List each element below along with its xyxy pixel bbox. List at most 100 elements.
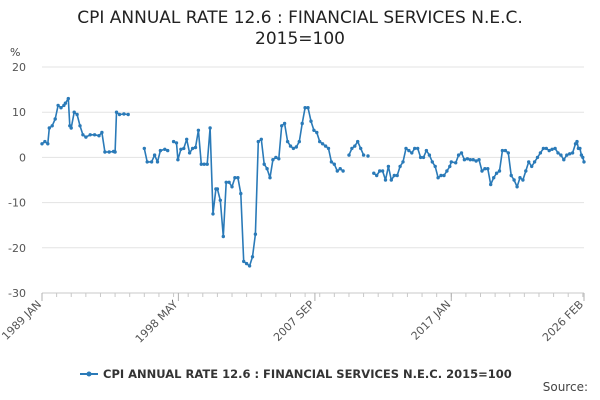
y-tick-label: -20 bbox=[8, 242, 26, 255]
data-point bbox=[477, 158, 481, 162]
data-point bbox=[465, 157, 470, 161]
data-point bbox=[247, 264, 252, 268]
data-point bbox=[445, 169, 449, 173]
data-point bbox=[454, 161, 458, 165]
data-point bbox=[568, 152, 572, 156]
data-point bbox=[277, 157, 281, 161]
data-point bbox=[288, 144, 293, 148]
data-point bbox=[383, 178, 388, 182]
data-point bbox=[155, 160, 160, 164]
data-point bbox=[126, 112, 130, 117]
data-point bbox=[329, 160, 334, 164]
data-point bbox=[578, 146, 582, 151]
data-point bbox=[556, 151, 560, 155]
data-point bbox=[193, 145, 198, 150]
data-point bbox=[416, 146, 420, 151]
data-point bbox=[430, 160, 434, 164]
data-point bbox=[375, 173, 379, 178]
data-point bbox=[224, 180, 228, 184]
data-point bbox=[215, 187, 220, 191]
x-axis: 1989 JAN 1998 MAY 2007 SEP 2017 JAN 2026 FEB bbox=[0, 292, 586, 346]
data-point bbox=[294, 145, 298, 149]
x-tick-label: 1989 JAN bbox=[0, 298, 44, 343]
data-point bbox=[398, 164, 402, 169]
data-point bbox=[480, 169, 484, 173]
data-point bbox=[532, 160, 537, 164]
data-point bbox=[250, 255, 255, 259]
data-point bbox=[56, 103, 60, 108]
data-point bbox=[341, 169, 345, 173]
data-point bbox=[326, 146, 331, 151]
data-point bbox=[81, 133, 85, 137]
data-point bbox=[404, 146, 408, 151]
data-point bbox=[427, 153, 432, 157]
data-point bbox=[332, 162, 336, 166]
data-point bbox=[366, 154, 370, 158]
y-tick-label: -30 bbox=[8, 287, 26, 300]
data-point bbox=[233, 176, 237, 180]
data-point bbox=[439, 173, 443, 178]
data-point bbox=[553, 146, 557, 151]
data-point bbox=[492, 176, 496, 180]
data-point bbox=[448, 164, 452, 169]
y-tick-label: 20 bbox=[12, 61, 26, 74]
data-point bbox=[211, 212, 215, 216]
data-point bbox=[535, 155, 540, 160]
data-point bbox=[92, 133, 97, 137]
data-point bbox=[202, 162, 206, 166]
y-tick-label: 10 bbox=[12, 106, 26, 119]
data-point bbox=[187, 151, 192, 155]
data-point bbox=[401, 160, 405, 164]
data-point bbox=[40, 142, 44, 146]
data-point bbox=[196, 128, 201, 132]
data-point bbox=[338, 167, 342, 171]
data-point bbox=[509, 173, 513, 178]
data-point bbox=[456, 153, 461, 157]
data-point bbox=[75, 112, 79, 117]
data-point bbox=[185, 137, 189, 141]
data-point bbox=[442, 173, 446, 178]
data-point bbox=[103, 150, 107, 154]
data-point bbox=[166, 148, 170, 153]
data-point bbox=[459, 151, 464, 155]
data-point bbox=[145, 160, 149, 164]
data-point bbox=[218, 198, 222, 202]
data-point bbox=[386, 164, 391, 169]
data-point bbox=[271, 158, 275, 162]
chart-title-line-2: 2015=100 bbox=[255, 29, 345, 49]
data-point bbox=[221, 234, 225, 239]
data-point bbox=[259, 137, 263, 141]
source-label: Source: bbox=[542, 380, 588, 394]
data-point bbox=[538, 151, 543, 155]
data-point bbox=[575, 139, 579, 144]
data-point bbox=[506, 151, 510, 155]
data-point bbox=[152, 153, 157, 157]
data-point bbox=[550, 147, 554, 151]
data-point bbox=[297, 139, 301, 144]
data-point bbox=[378, 169, 382, 173]
data-point bbox=[306, 106, 310, 110]
data-point bbox=[524, 169, 528, 173]
data-point bbox=[236, 176, 240, 180]
data-point bbox=[518, 176, 522, 180]
data-point bbox=[97, 134, 101, 138]
data-point bbox=[320, 142, 325, 146]
data-point bbox=[410, 151, 414, 155]
y-axis: % 20 10 0 -10 -20 -30 bbox=[8, 46, 26, 300]
data-point bbox=[582, 160, 586, 164]
data-point bbox=[88, 133, 92, 137]
chart-title-line-1: CPI ANNUAL RATE 12.6 : FINANCIAL SERVICE… bbox=[77, 8, 523, 28]
data-point bbox=[421, 155, 426, 160]
data-point bbox=[515, 185, 519, 189]
legend-marker bbox=[86, 371, 92, 377]
data-point bbox=[53, 117, 57, 121]
data-point bbox=[559, 153, 563, 157]
data-point bbox=[418, 155, 423, 160]
x-tick-label: 2017 JAN bbox=[409, 298, 454, 343]
data-point bbox=[312, 128, 316, 132]
data-point bbox=[433, 164, 437, 169]
data-point bbox=[353, 144, 357, 148]
data-point bbox=[462, 158, 467, 162]
data-point bbox=[176, 158, 180, 162]
